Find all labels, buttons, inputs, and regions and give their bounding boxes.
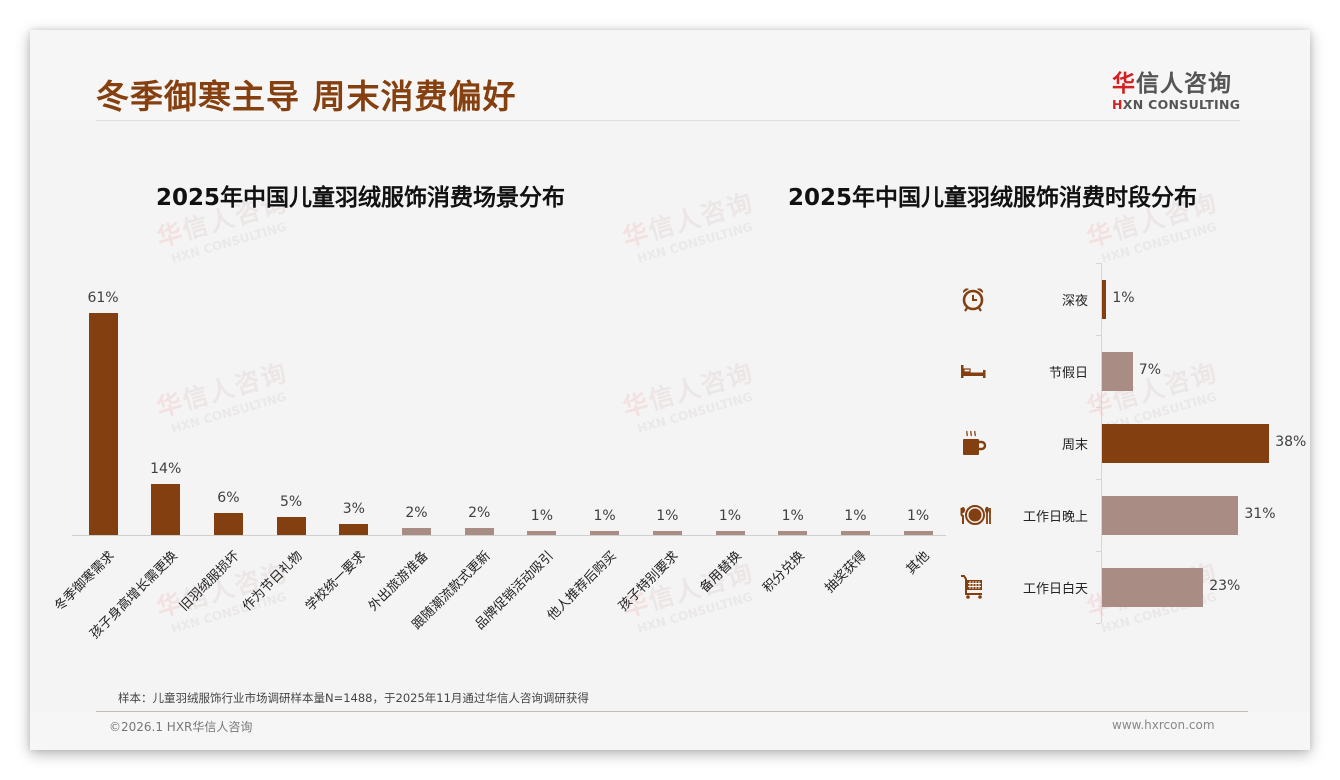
bar-7 [464,527,494,535]
company-logo: 华信人咨询 HXN CONSULTING [1112,64,1242,114]
hbar-value-label: 38% [1275,434,1307,450]
bar-value-label: 1% [718,508,742,525]
logo-english: HXN CONSULTING [1112,97,1242,112]
bar-12 [778,531,808,535]
bar-value-label: 61% [87,289,119,306]
scene-distribution-chart: 61% 冬季御寒需求 14% 孩子身高增长需更换 6% 旧羽绒服损坏 5% 作为节日礼物 3% 学… [30,30,1310,750]
bar-10 [652,531,682,535]
logo-en-accent: H [1112,97,1123,112]
website-link[interactable]: www.hxrcon.com [1112,718,1215,732]
sample-footnote: 样本：儿童羽绒服饰行业市场调研样本量N=1488，于2025年11月通过华信人咨… [118,691,589,705]
bar-value-label: 1% [530,508,553,525]
footer-divider [96,711,1248,712]
hbar-4 [1102,495,1239,535]
axis-tick [1096,263,1101,264]
hbar-category-label: 深夜 [1061,294,1088,309]
header-divider [96,120,1240,121]
axis-tick [1096,407,1101,408]
hbar-category-label: 节假日 [1048,366,1088,381]
logo-en-text: XN CONSULTING [1122,97,1241,112]
header-band [30,30,1310,120]
bar-5 [339,524,369,535]
coffee-cup-icon [958,428,988,458]
bar-value-label: 1% [593,508,616,525]
bar-value-label: 5% [279,493,303,510]
scene-chart-title: 2025年中国儿童羽绒服饰消费场景分布 [156,185,566,211]
logo-cn-accent: 华 [1112,71,1136,97]
axis-tick [1096,551,1101,552]
hbar-category-label: 周末 [1061,438,1088,453]
time-chart-title: 2025年中国儿童羽绒服饰消费时段分布 [788,185,1198,211]
slide-card: 冬季御寒主导 周末消费偏好 华信人咨询 HXN CONSULTING 华信人咨询… [30,30,1310,750]
bar-3 [213,513,243,535]
bar-value-label: 1% [656,508,679,525]
hbar-value-label: 23% [1209,578,1241,594]
bar-13 [840,531,870,535]
bar-value-label: 14% [150,461,182,478]
axis-tick [1096,335,1101,336]
bar-value-label: 2% [468,504,491,521]
bar-1 [88,312,118,535]
page-title: 冬季御寒主导 周末消费偏好 [96,77,517,116]
bar-14 [903,531,933,535]
bar-4 [276,516,306,535]
bar-11 [715,531,745,535]
hbar-3 [1102,423,1270,463]
hbar-value-label: 7% [1138,362,1162,378]
bar-6 [402,527,431,535]
logo-cn-text: 信人咨询 [1136,71,1232,97]
hbar-category-label: 工作日白天 [1022,582,1088,597]
alarm-clock-icon [958,284,988,314]
hbar-value-label: 1% [1112,290,1135,306]
bar-value-label: 6% [217,490,240,507]
bar-value-label: 1% [844,508,867,525]
bar-8 [527,531,557,535]
hbar-category-label: 工作日晚上 [1022,510,1088,525]
axis-tick [1096,479,1101,480]
hbar-1 [1102,279,1107,319]
bar-value-label: 1% [906,508,930,525]
bar-value-label: 2% [405,504,428,521]
bar-9 [590,531,620,535]
hbar-value-label: 31% [1244,506,1276,522]
x-axis-baseline [72,535,946,536]
bed-icon [958,356,988,386]
plate-cutlery-icon [958,500,991,530]
bar-value-label: 3% [342,501,365,518]
logo-chinese: 华信人咨询 [1112,64,1242,98]
copyright-text: ©2026.1 HXR华信人咨询 [109,720,253,734]
bar-2 [151,484,181,535]
bar-value-label: 1% [781,508,804,525]
footer-band [30,712,1310,750]
shopping-cart-icon [958,572,988,602]
y-axis-line [1101,263,1102,623]
axis-tick [1096,623,1101,624]
hbar-2 [1102,351,1133,391]
hbar-5 [1102,567,1204,607]
